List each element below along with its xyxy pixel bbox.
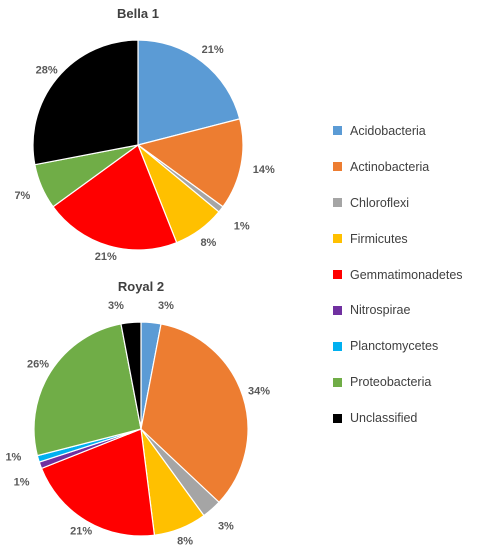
data-label-unclassified: 3% bbox=[108, 300, 124, 312]
data-label-gemmatimonadetes: 21% bbox=[70, 525, 92, 537]
chart-title: Bella 1 bbox=[117, 6, 159, 21]
data-label-proteobacteria: 26% bbox=[27, 359, 49, 371]
legend-label: Firmicutes bbox=[350, 231, 408, 246]
legend-label: Gemmatimonadetes bbox=[350, 267, 463, 282]
legend-item-firmicutes: Firmicutes bbox=[333, 221, 483, 257]
legend-swatch bbox=[333, 377, 342, 387]
data-label-chloroflexi: 3% bbox=[218, 520, 234, 532]
legend-swatch bbox=[333, 126, 342, 136]
data-label-firmicutes: 8% bbox=[200, 237, 216, 249]
pie-slice-acidobacteria bbox=[137, 39, 241, 146]
legend-label: Planctomycetes bbox=[350, 339, 439, 354]
data-label-planctomycetes: 1% bbox=[5, 452, 21, 464]
data-label-actinobacteria: 14% bbox=[253, 164, 275, 176]
legend-label: Acidobacteria bbox=[350, 123, 426, 138]
legend-item-chloroflexi: Chloroflexi bbox=[333, 185, 483, 221]
pie-slice-gemmatimonadetes bbox=[52, 144, 178, 251]
legend-swatch bbox=[333, 198, 342, 208]
legend-swatch bbox=[333, 270, 342, 279]
legend-swatch bbox=[333, 234, 342, 244]
legend-item-nitrospirae: Nitrospirae bbox=[333, 292, 483, 328]
legend-label: Proteobacteria bbox=[350, 375, 432, 390]
chart-title: Royal 2 bbox=[118, 279, 164, 294]
data-label-acidobacteria: 21% bbox=[202, 44, 224, 56]
data-label-firmicutes: 8% bbox=[177, 535, 193, 547]
legend-label: Chloroflexi bbox=[350, 195, 410, 210]
pie-chart-2: Royal 2 3% 34% 3% 8% 21% 1% 1% 26% 3% bbox=[5, 279, 270, 547]
data-label-acidobacteria: 3% bbox=[158, 300, 174, 312]
legend-item-acidobacteria: Acidobacteria bbox=[333, 113, 483, 149]
legend-label: Unclassified bbox=[350, 411, 418, 426]
pie-slice-unclassified bbox=[120, 321, 142, 430]
pie-slice-proteobacteria bbox=[33, 323, 142, 457]
data-label-nitrospirae: 1% bbox=[14, 477, 30, 489]
legend: Acidobacteria Actinobacteria Chloroflexi… bbox=[333, 113, 483, 436]
pie-slice-actinobacteria bbox=[136, 118, 244, 208]
pie-slice-unclassified bbox=[32, 39, 139, 166]
pie-slice-actinobacteria bbox=[140, 323, 249, 504]
data-label-unclassified: 28% bbox=[36, 64, 58, 76]
legend-label: Nitrospirae bbox=[350, 303, 411, 318]
pie-slice-gemmatimonadetes bbox=[40, 428, 156, 537]
legend-swatch bbox=[333, 413, 342, 423]
data-label-proteobacteria: 7% bbox=[14, 190, 30, 202]
legend-swatch bbox=[333, 162, 342, 172]
legend-item-gemmatimonadetes: Gemmatimonadetes bbox=[333, 257, 483, 293]
legend-item-proteobacteria: Proteobacteria bbox=[333, 364, 483, 400]
legend-item-actinobacteria: Actinobacteria bbox=[333, 149, 483, 185]
legend-item-unclassified: Unclassified bbox=[333, 400, 483, 436]
data-label-actinobacteria: 34% bbox=[248, 386, 270, 398]
legend-label: Actinobacteria bbox=[350, 159, 430, 174]
data-label-chloroflexi: 1% bbox=[234, 220, 250, 232]
legend-swatch bbox=[333, 341, 342, 351]
data-label-gemmatimonadetes: 21% bbox=[95, 251, 117, 263]
legend-swatch bbox=[333, 305, 342, 315]
legend-item-planctomycetes: Planctomycetes bbox=[333, 328, 483, 364]
pie-chart-1: Bella 1 21% 14% 1% 8% 21% 7% 28% bbox=[14, 6, 275, 263]
